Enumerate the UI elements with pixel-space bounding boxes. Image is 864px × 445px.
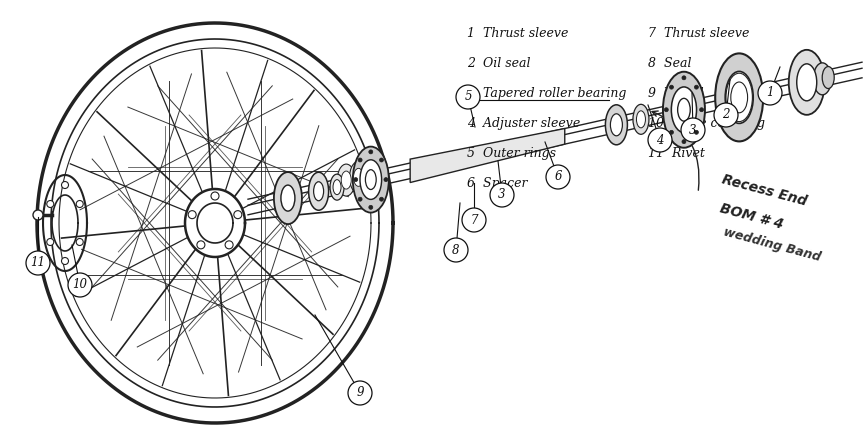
Ellipse shape <box>365 166 376 184</box>
Text: Recess End: Recess End <box>720 172 808 208</box>
Circle shape <box>26 251 50 275</box>
Ellipse shape <box>725 71 753 123</box>
Circle shape <box>546 165 570 189</box>
Text: 8  Seal: 8 Seal <box>648 57 691 70</box>
Text: 1: 1 <box>766 86 774 100</box>
Circle shape <box>700 108 703 112</box>
Ellipse shape <box>314 182 324 201</box>
Ellipse shape <box>813 63 831 95</box>
Ellipse shape <box>606 105 627 145</box>
Circle shape <box>384 178 388 182</box>
Circle shape <box>695 130 698 134</box>
Ellipse shape <box>274 172 302 224</box>
Ellipse shape <box>671 87 696 133</box>
Text: 6: 6 <box>554 170 562 183</box>
Ellipse shape <box>281 185 295 211</box>
Text: 2: 2 <box>722 109 730 121</box>
Circle shape <box>444 238 468 262</box>
Text: 5  Outer rings: 5 Outer rings <box>467 147 556 160</box>
Circle shape <box>197 241 205 249</box>
Ellipse shape <box>353 168 364 186</box>
Circle shape <box>664 108 668 112</box>
Circle shape <box>682 76 686 80</box>
Ellipse shape <box>715 53 763 142</box>
Circle shape <box>670 85 673 89</box>
Ellipse shape <box>360 160 382 199</box>
Circle shape <box>369 150 372 154</box>
Text: 9: 9 <box>356 387 364 400</box>
Text: 5: 5 <box>464 90 472 104</box>
Text: 11  Rivet: 11 Rivet <box>648 147 705 160</box>
Ellipse shape <box>663 72 705 148</box>
Text: 3  Tapered roller bearing: 3 Tapered roller bearing <box>467 87 626 100</box>
Circle shape <box>211 192 219 200</box>
Text: 3: 3 <box>689 124 696 137</box>
Ellipse shape <box>677 98 690 121</box>
Text: 10: 10 <box>73 279 87 291</box>
Ellipse shape <box>365 170 376 190</box>
Ellipse shape <box>637 111 645 128</box>
Circle shape <box>76 201 83 207</box>
Circle shape <box>358 158 362 162</box>
Text: 7  Thrust sleeve: 7 Thrust sleeve <box>648 27 749 40</box>
Text: 2  Oil seal: 2 Oil seal <box>467 57 530 70</box>
Circle shape <box>348 381 372 405</box>
Circle shape <box>47 201 54 207</box>
Circle shape <box>462 208 486 232</box>
Circle shape <box>670 130 673 134</box>
Circle shape <box>490 183 514 207</box>
Circle shape <box>358 197 362 201</box>
Text: wedding Band: wedding Band <box>722 226 823 264</box>
Circle shape <box>33 210 43 220</box>
Text: 1  Thrust sleeve: 1 Thrust sleeve <box>467 27 569 40</box>
Ellipse shape <box>350 162 367 193</box>
Text: 9  Wheel: 9 Wheel <box>648 87 703 100</box>
Ellipse shape <box>726 73 753 121</box>
Circle shape <box>648 128 672 152</box>
Ellipse shape <box>731 82 747 113</box>
Text: 3: 3 <box>499 189 505 202</box>
Text: 10  Drive coupling: 10 Drive coupling <box>648 117 765 130</box>
Circle shape <box>188 210 196 218</box>
Text: 8: 8 <box>452 243 460 256</box>
Text: 4: 4 <box>657 134 664 146</box>
Ellipse shape <box>823 67 835 89</box>
Circle shape <box>234 210 242 218</box>
Circle shape <box>353 178 358 182</box>
Circle shape <box>76 239 83 246</box>
Ellipse shape <box>362 158 380 190</box>
Ellipse shape <box>353 146 389 213</box>
Circle shape <box>369 205 372 209</box>
Circle shape <box>456 85 480 109</box>
Circle shape <box>714 103 738 127</box>
Ellipse shape <box>789 50 825 115</box>
Circle shape <box>379 197 384 201</box>
Circle shape <box>226 241 233 249</box>
Text: 11: 11 <box>30 256 46 270</box>
Ellipse shape <box>633 104 649 134</box>
Circle shape <box>379 158 384 162</box>
Circle shape <box>61 182 68 189</box>
Circle shape <box>47 239 54 246</box>
Text: 4  Adjuster sleeve: 4 Adjuster sleeve <box>467 117 581 130</box>
Circle shape <box>695 85 698 89</box>
Text: 7: 7 <box>470 214 478 227</box>
Ellipse shape <box>341 171 352 189</box>
Text: BOM # 4: BOM # 4 <box>718 202 785 232</box>
Circle shape <box>61 258 68 264</box>
Ellipse shape <box>333 180 341 194</box>
Circle shape <box>681 118 705 142</box>
Ellipse shape <box>797 64 816 101</box>
Ellipse shape <box>337 164 355 196</box>
Circle shape <box>682 140 686 144</box>
Circle shape <box>68 273 92 297</box>
Ellipse shape <box>610 114 622 136</box>
Text: 6  Spacer: 6 Spacer <box>467 177 528 190</box>
Polygon shape <box>410 129 565 182</box>
Circle shape <box>758 81 782 105</box>
Ellipse shape <box>330 174 344 200</box>
Ellipse shape <box>308 172 328 210</box>
